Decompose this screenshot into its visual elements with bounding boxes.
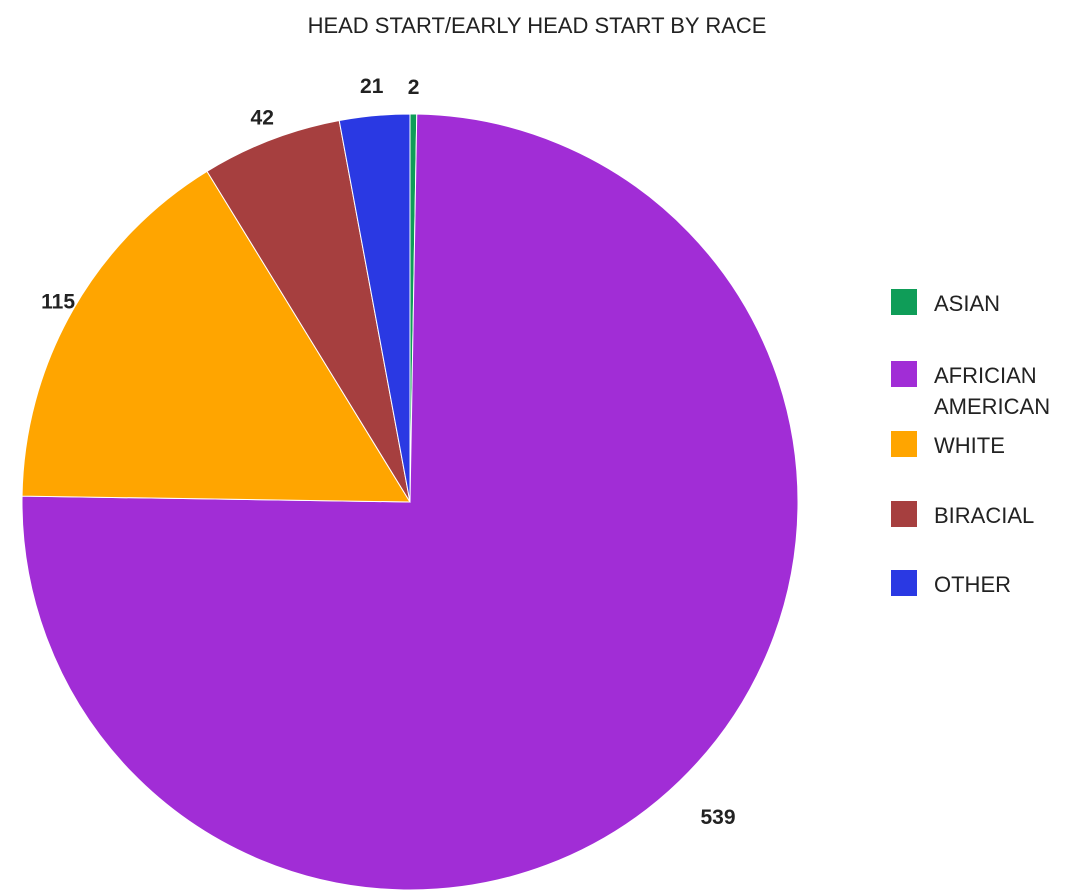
legend-label-other: OTHER [934, 572, 1011, 597]
legend-swatch-africian-american [891, 361, 917, 387]
pie-slice-biracial [206, 119, 411, 503]
pie-slice-white [21, 170, 411, 503]
legend-label-asian: ASIAN [934, 291, 1000, 316]
data-label-biracial: 42 [251, 106, 274, 129]
legend-swatch-asian [891, 289, 917, 315]
pie-data-labels: 2 539 115 42 21 [41, 75, 735, 829]
data-label-asian: 2 [408, 76, 420, 99]
legend-label-africian-american: AFRICIAN AMERICAN [934, 363, 1050, 419]
data-label-other: 21 [360, 75, 384, 98]
legend: ASIAN AFRICIAN AMERICAN WHITE BIRACIAL OTHER [891, 289, 1050, 597]
legend-swatch-biracial [891, 501, 917, 527]
data-label-africian-american: 539 [700, 806, 735, 829]
data-label-white: 115 [41, 291, 75, 314]
pie-slices [21, 113, 799, 890]
chart-title: HEAD START/EARLY HEAD START BY RACE [308, 13, 767, 38]
legend-label-biracial: BIRACIAL [934, 503, 1034, 528]
legend-swatch-other [891, 570, 917, 596]
legend-swatch-white [891, 431, 917, 457]
legend-label-white: WHITE [934, 433, 1005, 458]
pie-slice-other [338, 113, 411, 503]
